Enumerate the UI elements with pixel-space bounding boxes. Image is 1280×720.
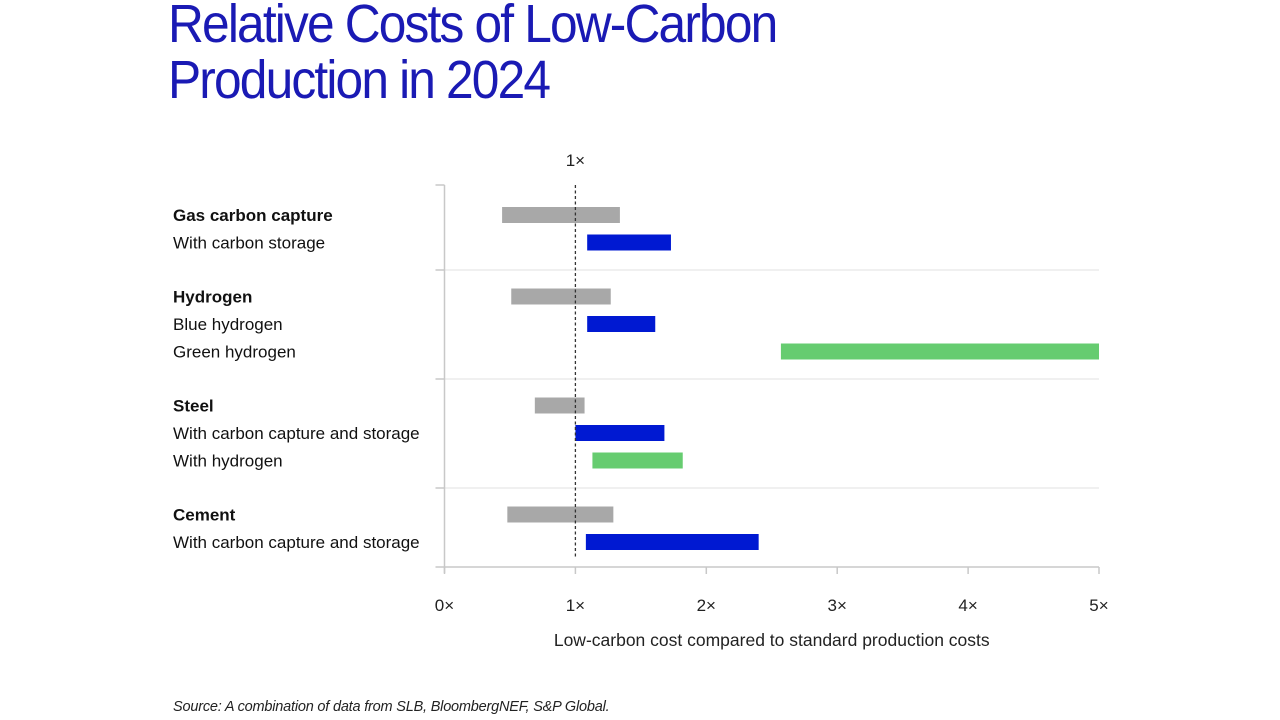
source-note: Source: A combination of data from SLB, …	[173, 699, 610, 715]
bar-standard	[507, 506, 614, 523]
bar-hydrogen	[592, 452, 683, 469]
row-label: Green hydrogen	[173, 343, 296, 362]
x-tick-label: 5×	[1089, 596, 1108, 615]
reference-line-group: 1×	[566, 151, 585, 557]
group-separators	[444, 269, 1099, 489]
bar-carbon_capture	[575, 425, 665, 441]
reference-line-label: 1×	[566, 151, 585, 170]
axes	[435, 184, 1100, 574]
bar-carbon_capture	[587, 316, 656, 332]
x-tick-label: 1×	[566, 596, 585, 615]
row-label: With carbon capture and storage	[173, 533, 420, 552]
bars	[502, 207, 1099, 550]
chart-title-line-1: Relative Costs of Low-Carbon	[168, 0, 778, 54]
bar-carbon_capture	[587, 234, 671, 251]
bar-standard	[534, 397, 585, 414]
x-tick-label: 3×	[828, 596, 847, 615]
row-label: With carbon storage	[173, 234, 325, 253]
x-tick-labels: 0× 1× 2× 3× 4× 5×	[435, 596, 1109, 615]
row-label: With carbon capture and storage	[173, 424, 420, 443]
x-tick-label: 2×	[697, 596, 716, 615]
group-label: Hydrogen	[173, 288, 252, 307]
x-axis-title: Low-carbon cost compared to standard pro…	[554, 630, 990, 650]
bar-hydrogen	[780, 343, 1099, 360]
group-label: Gas carbon capture	[173, 206, 333, 225]
bar-carbon_capture	[585, 534, 759, 550]
row-label: Blue hydrogen	[173, 315, 283, 334]
bar-standard	[511, 288, 611, 305]
x-tick-label: 0×	[435, 596, 454, 615]
bar-standard	[502, 207, 620, 223]
row-labels: Gas carbon capture With carbon storage Hyd…	[173, 206, 420, 552]
row-label: With hydrogen	[173, 452, 283, 471]
group-label: Steel	[173, 397, 214, 416]
chart-title: Relative Costs of Low-Carbon Production …	[168, 0, 778, 110]
chart-title-line-2: Production in 2024	[168, 50, 551, 110]
group-label: Cement	[173, 506, 236, 525]
x-tick-label: 4×	[958, 596, 977, 615]
